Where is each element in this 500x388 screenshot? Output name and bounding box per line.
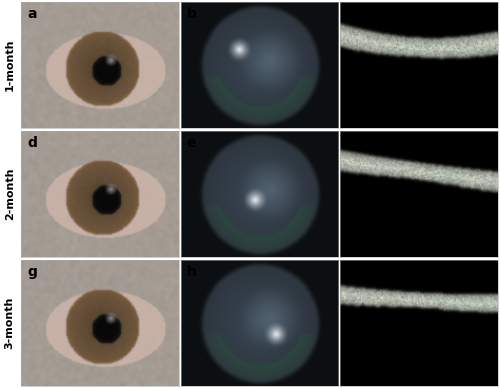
Text: 2-month: 2-month (4, 168, 15, 220)
Text: a: a (28, 7, 37, 21)
Text: h: h (187, 265, 196, 279)
Text: d: d (28, 136, 37, 150)
Text: 3-month: 3-month (4, 297, 15, 349)
Text: e: e (187, 136, 196, 150)
Text: i: i (346, 265, 351, 279)
Text: c: c (346, 7, 354, 21)
Text: b: b (187, 7, 196, 21)
Text: 1-month: 1-month (4, 39, 15, 91)
Text: g: g (28, 265, 37, 279)
Text: f: f (346, 136, 352, 150)
